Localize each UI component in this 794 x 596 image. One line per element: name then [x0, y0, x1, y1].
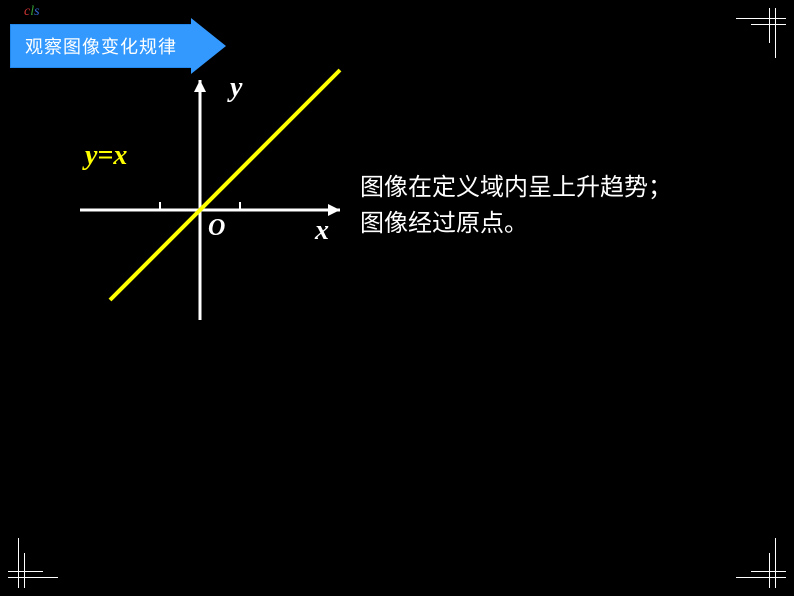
y-axis-arrowhead-icon: [194, 80, 206, 92]
x-axis-arrowhead-icon: [328, 204, 340, 216]
description-line: 图像经过原点。: [360, 206, 672, 242]
function-graph: [50, 60, 370, 340]
graph-line: [110, 70, 340, 300]
equation-label: y=x: [85, 140, 127, 172]
description-text: 图像在定义域内呈上升趋势； 图像经过原点。: [360, 170, 672, 242]
corner-decor-br-inner: [736, 538, 786, 588]
corner-decor-bl-inner: [8, 538, 58, 588]
corner-decor-tr-inner: [736, 8, 786, 58]
x-axis-label: x: [315, 215, 329, 247]
description-line: 图像在定义域内呈上升趋势；: [360, 170, 672, 206]
y-axis-label: y: [230, 72, 242, 104]
origin-label: O: [208, 215, 225, 242]
